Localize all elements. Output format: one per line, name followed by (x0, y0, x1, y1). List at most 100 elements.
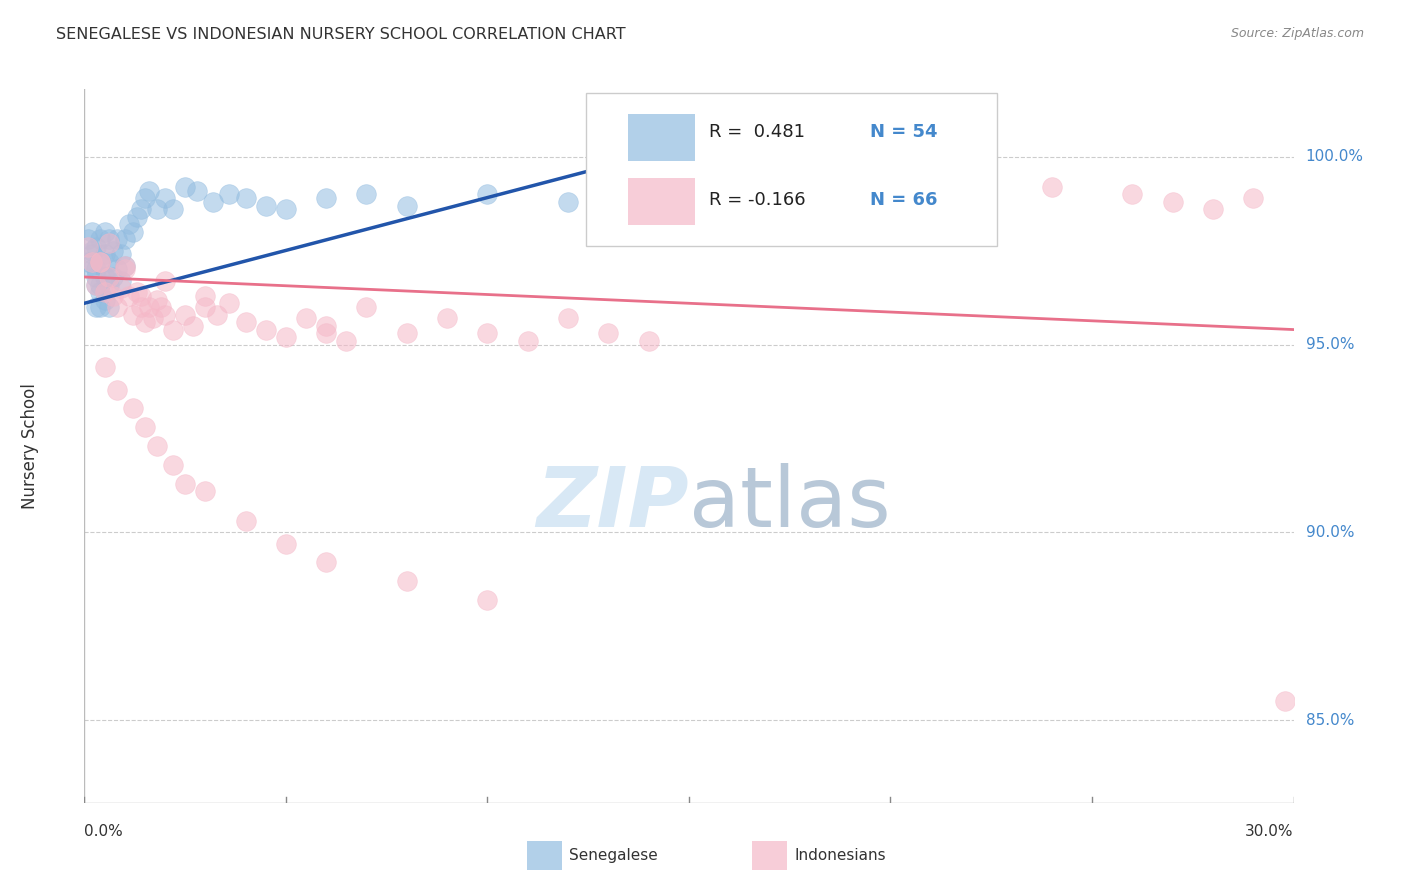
Point (114, 262, 136, 277)
Point (89, 300, 111, 314)
Point (97, 300, 120, 314)
Point (86, 240, 108, 254)
Point (134, 191, 156, 205)
Point (105, 383, 128, 397)
Text: Indonesians: Indonesians (794, 848, 886, 863)
Point (118, 218, 141, 232)
Text: Nursery School: Nursery School (21, 383, 39, 509)
Point (315, 326, 337, 341)
Point (174, 476, 197, 491)
Point (202, 194, 225, 209)
Point (138, 184, 160, 198)
Text: atlas: atlas (689, 463, 890, 543)
Point (477, 593, 499, 607)
Point (335, 334, 357, 348)
Point (274, 202, 297, 217)
Point (274, 536, 297, 550)
Point (395, 326, 418, 341)
Point (82, 262, 104, 277)
Point (114, 232, 136, 246)
Text: 95.0%: 95.0% (1306, 337, 1354, 352)
Point (105, 300, 128, 314)
Point (110, 274, 132, 288)
Point (162, 202, 184, 217)
Point (86, 300, 108, 314)
Point (82, 225, 104, 239)
Point (477, 326, 499, 341)
Text: 90.0%: 90.0% (1306, 524, 1354, 540)
Point (89, 232, 111, 246)
Point (218, 187, 240, 202)
Point (315, 318, 337, 333)
Point (436, 311, 458, 326)
Point (153, 191, 176, 205)
Text: 30.0%: 30.0% (1246, 824, 1294, 839)
Point (235, 514, 257, 528)
Point (110, 247, 132, 261)
Point (77, 255, 100, 269)
Point (1121, 187, 1143, 202)
Point (89, 285, 111, 299)
Point (134, 315, 156, 329)
Point (86, 262, 108, 277)
Point (97, 236, 120, 251)
Point (194, 300, 217, 314)
Point (125, 285, 148, 299)
Point (1040, 179, 1063, 194)
Point (82, 255, 104, 269)
Point (218, 296, 240, 310)
Point (174, 179, 197, 194)
Point (1241, 191, 1264, 205)
Point (295, 311, 318, 326)
Text: SENEGALESE VS INDONESIAN NURSERY SCHOOL CORRELATION CHART: SENEGALESE VS INDONESIAN NURSERY SCHOOL … (56, 27, 626, 42)
Text: Senegalese: Senegalese (569, 848, 658, 863)
Point (93, 270, 115, 285)
Text: R = -0.166: R = -0.166 (710, 191, 806, 209)
Point (89, 255, 111, 269)
Point (142, 311, 165, 326)
Point (82, 247, 104, 261)
Point (129, 289, 152, 303)
Text: Source: ZipAtlas.com: Source: ZipAtlas.com (1230, 27, 1364, 40)
Point (146, 202, 169, 217)
Point (93, 225, 115, 239)
Point (105, 262, 128, 277)
Point (121, 308, 143, 322)
Text: 0.0%: 0.0% (84, 824, 124, 839)
Point (101, 244, 124, 258)
Point (129, 202, 152, 217)
Point (254, 199, 277, 213)
Point (138, 300, 160, 314)
Point (77, 240, 100, 254)
Point (356, 300, 378, 314)
Point (149, 300, 172, 314)
Point (1161, 194, 1184, 209)
Point (516, 334, 538, 348)
Point (274, 330, 297, 344)
Point (93, 270, 115, 285)
Point (315, 191, 337, 205)
Point (637, 334, 659, 348)
Point (93, 293, 115, 307)
Point (129, 300, 152, 314)
Point (235, 191, 257, 205)
Point (207, 308, 229, 322)
Point (1274, 694, 1296, 708)
Point (153, 308, 176, 322)
Point (86, 277, 108, 292)
Point (77, 232, 100, 246)
Point (146, 439, 169, 453)
Point (114, 259, 136, 273)
Point (235, 315, 257, 329)
Point (121, 401, 143, 416)
Point (93, 360, 115, 375)
Point (395, 199, 418, 213)
Point (174, 308, 197, 322)
Point (186, 184, 208, 198)
Point (557, 194, 579, 209)
Point (162, 458, 184, 472)
Point (97, 255, 120, 269)
Point (557, 311, 579, 326)
Point (395, 574, 418, 589)
Text: 100.0%: 100.0% (1306, 149, 1364, 164)
